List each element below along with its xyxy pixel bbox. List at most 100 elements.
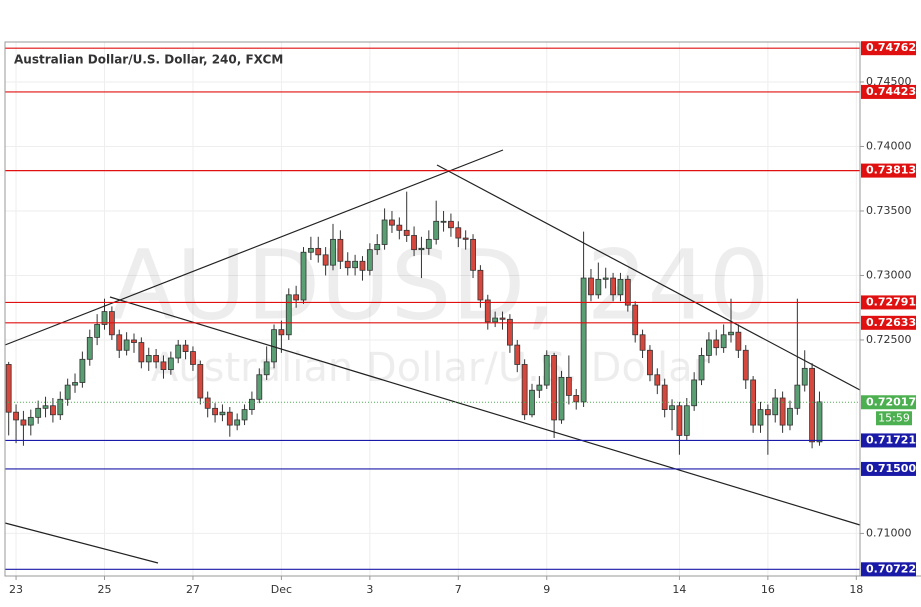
trend-line xyxy=(4,149,504,346)
candle-body xyxy=(772,397,779,416)
level-label-box xyxy=(861,433,916,448)
level-label: 0.72791 xyxy=(866,295,916,308)
candle-body xyxy=(617,278,624,296)
candle-body xyxy=(683,405,690,436)
candle-body xyxy=(728,331,734,336)
level-label: 0.70722 xyxy=(866,562,916,575)
candle-body xyxy=(706,339,712,356)
level-label: 0.71500 xyxy=(866,462,916,475)
candle-body xyxy=(300,251,307,301)
candle-body xyxy=(661,384,668,411)
trend-line xyxy=(109,296,861,526)
candle-body xyxy=(654,374,661,386)
candle-body xyxy=(5,364,12,413)
candle-body xyxy=(484,299,491,323)
candle-body xyxy=(153,355,159,363)
candle-body xyxy=(499,317,506,320)
candle-body xyxy=(624,278,631,306)
candle-body xyxy=(138,342,145,363)
watermark-name: Australian Dollar/U.S. Dollar xyxy=(151,345,710,391)
candle-body xyxy=(241,409,248,421)
candle-body xyxy=(278,329,285,336)
candle-body xyxy=(809,367,815,443)
candle-body xyxy=(543,355,550,386)
candle-body xyxy=(691,379,698,407)
candle-body xyxy=(116,334,123,351)
countdown-label: 15:59 xyxy=(878,411,910,424)
candle-body xyxy=(204,397,211,409)
candle-body xyxy=(13,411,19,421)
candle-body xyxy=(433,220,440,240)
candle-body xyxy=(565,376,572,396)
candle-body xyxy=(396,224,403,231)
candle-body xyxy=(816,401,823,443)
candle-body xyxy=(779,397,786,426)
candle-body xyxy=(101,311,108,325)
candle-body xyxy=(602,277,609,280)
candle-body xyxy=(440,220,447,223)
candle-body xyxy=(359,260,366,271)
grid xyxy=(5,42,860,576)
candle-body xyxy=(374,244,381,251)
candle-body xyxy=(42,405,49,409)
level-label-box xyxy=(861,41,916,56)
candle-body xyxy=(293,294,300,301)
candle-body xyxy=(477,269,484,301)
x-tick-label: 9 xyxy=(543,583,550,596)
candle-body xyxy=(145,355,152,363)
candle-body xyxy=(720,334,727,349)
candle-body xyxy=(167,357,174,371)
candle-body xyxy=(285,294,292,336)
candle-body xyxy=(352,260,359,269)
candle-body xyxy=(455,227,462,239)
candle-body xyxy=(79,358,86,383)
candle-body xyxy=(521,364,528,416)
trend-line xyxy=(4,522,159,564)
watermark-symbol: AUDUSD, 240 xyxy=(110,229,769,341)
candle-body xyxy=(256,374,263,400)
candle-body xyxy=(750,379,757,426)
y-tick-label: 0.74000 xyxy=(866,139,912,152)
chart-title: Australian Dollar/U.S. Dollar, 240, FXCM xyxy=(14,53,283,67)
x-tick-label: 7 xyxy=(455,583,462,596)
level-label: 0.74423 xyxy=(866,85,916,98)
candle-body xyxy=(337,238,344,262)
candle-body xyxy=(160,361,167,371)
candle-body xyxy=(448,220,454,229)
candle-body xyxy=(425,238,432,249)
candle-body xyxy=(514,344,521,365)
candle-body xyxy=(322,254,329,266)
candle-body xyxy=(182,344,189,352)
candle-body xyxy=(381,219,388,245)
candle-body xyxy=(403,229,410,236)
candle-body xyxy=(801,367,808,386)
candle-body xyxy=(610,277,616,296)
candle-body xyxy=(50,405,56,416)
candle-body xyxy=(64,384,71,400)
level-label-box xyxy=(861,315,916,330)
candle-body xyxy=(676,405,683,436)
level-label-box xyxy=(861,461,916,476)
x-tick-label: 16 xyxy=(761,583,775,596)
countdown-box xyxy=(876,411,912,426)
x-tick-label: 14 xyxy=(672,583,686,596)
candle-body xyxy=(234,419,241,426)
candle-body xyxy=(35,407,42,418)
candle-body xyxy=(418,247,425,251)
x-tick-label: Dec xyxy=(271,583,292,596)
candle-body xyxy=(647,349,653,376)
level-label: 0.73813 xyxy=(866,164,916,177)
candle-body xyxy=(190,351,196,365)
candle-body xyxy=(366,249,373,271)
candle-body xyxy=(787,407,793,426)
candle-body xyxy=(669,405,675,411)
candle-body xyxy=(219,411,226,416)
candle-body xyxy=(72,382,78,386)
candle-body xyxy=(197,364,204,399)
candle-body xyxy=(757,409,764,426)
candle-body xyxy=(123,339,130,351)
candle-body xyxy=(411,235,417,251)
level-label: 0.71721 xyxy=(866,433,916,446)
candle-body xyxy=(492,317,499,323)
